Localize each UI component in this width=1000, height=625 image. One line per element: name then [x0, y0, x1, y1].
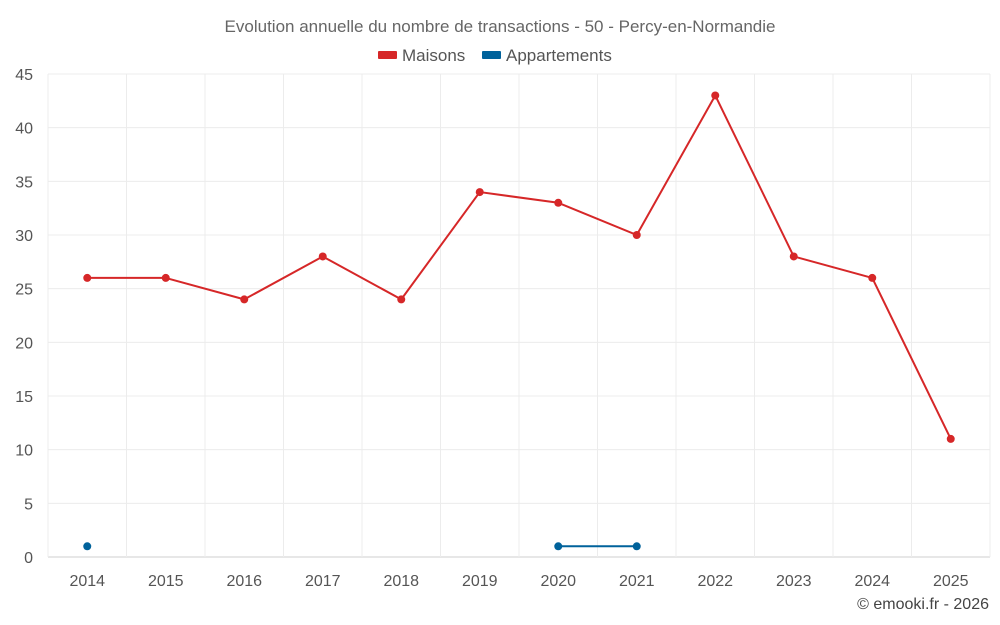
data-point-maisons [161, 273, 170, 282]
y-tick-label: 20 [15, 335, 33, 352]
x-tick-label: 2017 [305, 573, 341, 590]
legend-label-maisons: Maisons [402, 46, 465, 65]
x-tick-label: 2021 [619, 573, 655, 590]
data-point-maisons [475, 188, 484, 197]
y-tick-label: 15 [15, 389, 33, 406]
y-tick-label: 30 [15, 228, 33, 245]
y-axis-ticks: 0 5 10 15 20 25 30 35 40 45 [15, 67, 33, 567]
data-point-appartements [632, 542, 641, 551]
legend-label-appartements: Appartements [506, 46, 612, 65]
x-tick-label: 2016 [226, 573, 262, 590]
x-tick-label: 2015 [148, 573, 184, 590]
y-tick-label: 25 [15, 282, 33, 299]
credit-text: © emooki.fr - 2026 [857, 596, 989, 613]
data-point-maisons [83, 273, 92, 282]
data-point-maisons [240, 295, 249, 304]
x-tick-label: 2025 [933, 573, 969, 590]
legend: Maisons Appartements [378, 46, 612, 65]
y-tick-label: 45 [15, 67, 33, 84]
x-tick-label: 2023 [776, 573, 812, 590]
y-tick-label: 10 [15, 443, 33, 460]
data-point-maisons [554, 198, 563, 207]
series-layer [83, 91, 955, 551]
y-tick-label: 0 [24, 550, 33, 567]
data-point-maisons [318, 252, 327, 261]
data-point-appartements [554, 542, 563, 551]
gridlines [47, 73, 991, 558]
x-tick-label: 2019 [462, 573, 498, 590]
data-point-maisons [868, 273, 877, 282]
y-tick-label: 35 [15, 174, 33, 191]
legend-item-maisons[interactable]: Maisons [378, 46, 465, 65]
x-axis-ticks: 2014 2015 2016 2017 2018 2019 2020 2021 2022 2023… [69, 573, 968, 590]
x-tick-label: 2018 [383, 573, 419, 590]
data-point-maisons [789, 252, 798, 261]
series-line-maisons [87, 94, 952, 440]
x-tick-label: 2022 [697, 573, 733, 590]
data-point-maisons [946, 434, 955, 443]
legend-swatch-maisons [378, 51, 397, 59]
data-point-maisons [397, 295, 406, 304]
legend-item-appartements[interactable]: Appartements [482, 46, 612, 65]
data-point-maisons [632, 231, 641, 239]
data-point-appartements [83, 542, 92, 551]
x-tick-label: 2020 [540, 573, 576, 590]
y-tick-label: 40 [15, 121, 33, 138]
x-tick-label: 2014 [69, 573, 105, 590]
x-tick-label: 2024 [854, 573, 890, 590]
chart-title: Evolution annuelle du nombre de transact… [225, 17, 776, 36]
data-point-maisons [711, 91, 720, 100]
legend-swatch-appartements [482, 51, 501, 59]
y-tick-label: 5 [24, 496, 33, 513]
